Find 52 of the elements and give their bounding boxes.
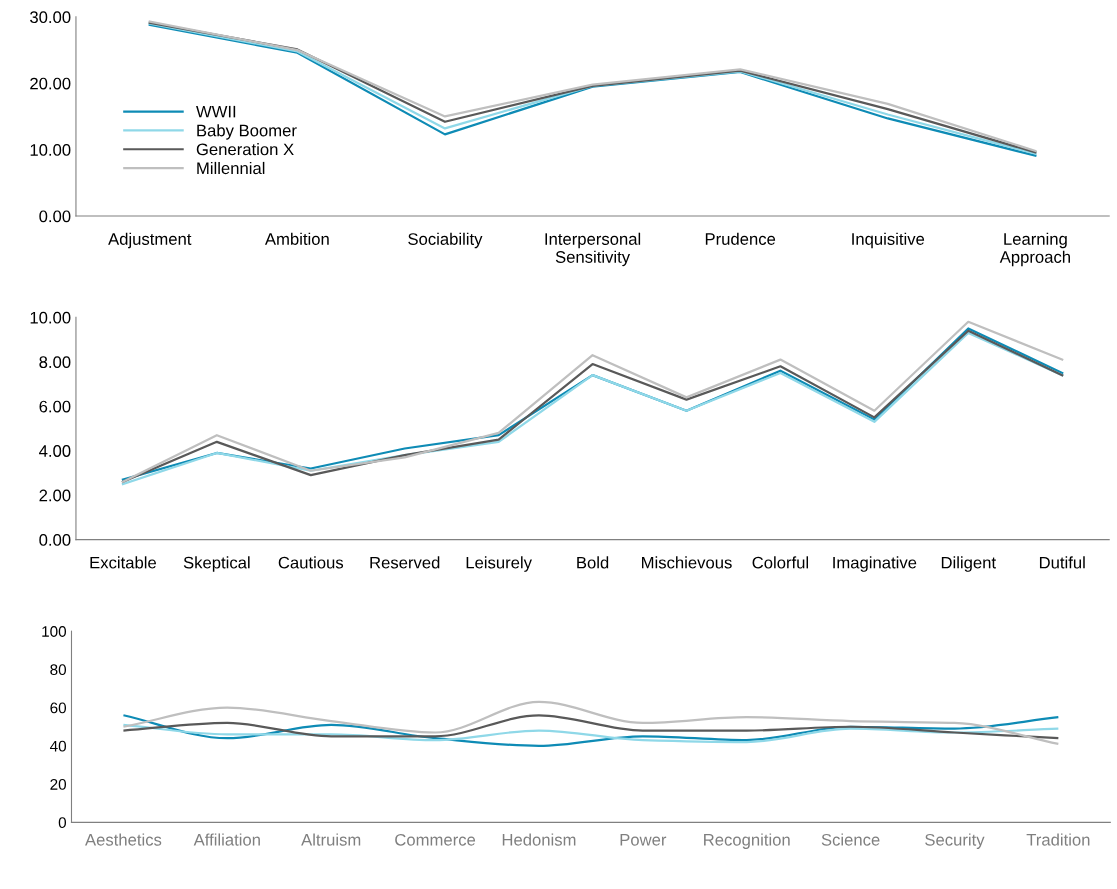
y-tick-label: 20.00 — [30, 77, 71, 90]
x-tick-label: Mischievous — [642, 556, 732, 569]
y-tick-label: 60 — [50, 702, 67, 714]
line-series — [122, 714, 1060, 747]
y-tick-label: 30.00 — [30, 11, 71, 24]
line-series — [122, 700, 1060, 746]
y-tick-label: 10.00 — [30, 311, 71, 324]
x-tick-label: Prudence — [705, 232, 776, 245]
y-tick-label: 20 — [50, 778, 67, 790]
x-tick-label: Bold — [577, 556, 609, 569]
x-tick-label: Tradition — [1026, 833, 1090, 846]
x-tick-label: Interpersonal Sensitivity — [545, 232, 641, 267]
y-tick-label: 40 — [49, 740, 67, 752]
x-tick-label: Commerce — [395, 833, 476, 846]
x-tick-label: Adjustment — [108, 232, 192, 249]
legend-label: WWII — [196, 105, 236, 118]
x-tick-label: Excitable — [90, 556, 156, 569]
x-tick-label: Hedonism — [502, 833, 576, 846]
x-tick-label: Reserved — [370, 556, 440, 569]
y-tick-label: 6.00 — [39, 400, 71, 413]
y-tick-label: 80 — [50, 664, 67, 676]
x-tick-label: Learning Approach — [999, 232, 1070, 267]
x-tick-label: Sociability — [408, 232, 483, 249]
y-tick-label: 0.00 — [39, 534, 71, 546]
y-tick-label: 2.00 — [39, 489, 71, 502]
legend-label: Baby Boomer — [197, 124, 297, 140]
x-tick-label: Cautious — [278, 556, 344, 569]
x-tick-label: Power — [620, 834, 667, 846]
line-series — [122, 714, 1060, 740]
y-tick-label: 0.00 — [39, 210, 71, 223]
x-tick-label: Imaginative — [833, 556, 917, 572]
x-tick-label: Altruism — [301, 833, 361, 846]
x-tick-label: Inquisitive — [852, 232, 925, 249]
x-tick-label: Leisurely — [466, 556, 532, 572]
x-tick-label: Aesthetics — [85, 833, 162, 846]
x-tick-label: Diligent — [941, 556, 996, 572]
y-tick-label: 100 — [42, 626, 67, 637]
x-tick-label: Ambition — [264, 232, 329, 245]
x-tick-label: Affiliation — [193, 833, 260, 846]
legend-label: Millennial — [197, 161, 265, 175]
y-tick-label: 4.00 — [39, 445, 71, 457]
y-tick-label: 0 — [58, 817, 67, 829]
x-tick-label: Science — [821, 833, 880, 846]
x-tick-label: Colorful — [752, 556, 809, 569]
x-tick-label: Recognition — [704, 833, 790, 849]
x-tick-label: Security — [925, 833, 985, 849]
x-tick-label: Dutiful — [1039, 556, 1085, 569]
y-tick-label: 10.00 — [30, 144, 71, 156]
line-series — [122, 723, 1060, 744]
legend-label: Generation X — [196, 143, 294, 156]
x-tick-label: Skeptical — [183, 556, 250, 572]
y-tick-label: 8.00 — [39, 356, 71, 369]
